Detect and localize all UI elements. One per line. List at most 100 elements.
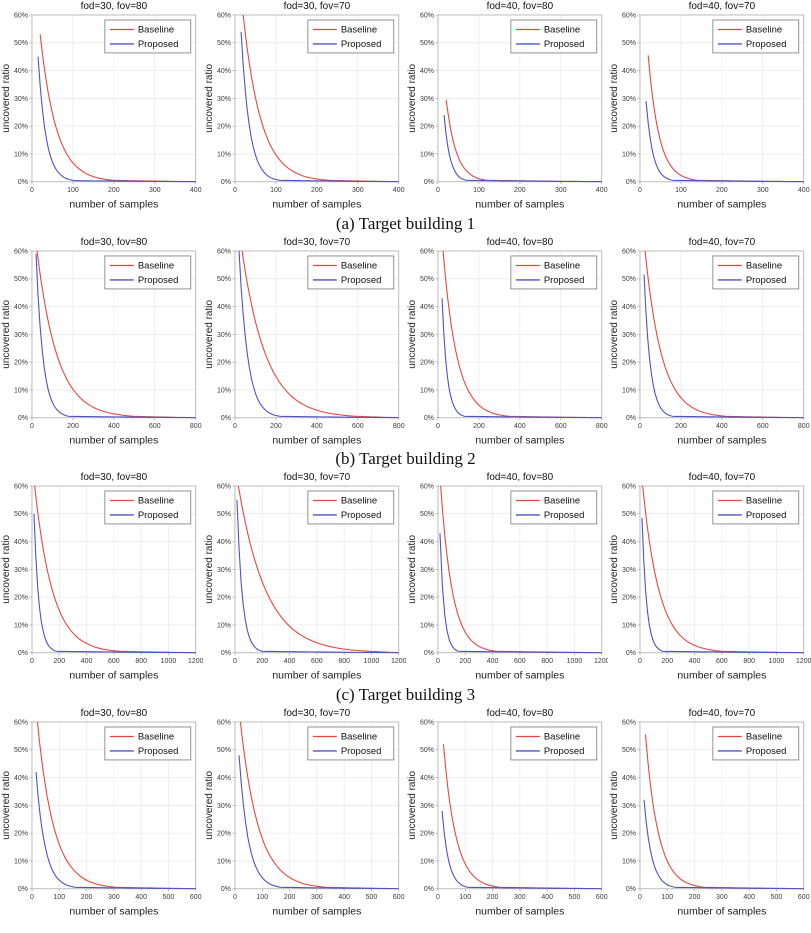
legend-label-proposed: Proposed bbox=[341, 275, 382, 286]
x-tick-label: 400 bbox=[81, 658, 93, 665]
x-tick-label: 0 bbox=[30, 658, 34, 665]
x-tick-label: 400 bbox=[541, 894, 553, 901]
y-tick-label: 40% bbox=[419, 775, 433, 782]
y-tick-label: 0% bbox=[221, 886, 231, 893]
y-tick-label: 40% bbox=[217, 539, 231, 546]
series-line-proposed bbox=[35, 253, 196, 419]
y-tick-label: 40% bbox=[217, 775, 231, 782]
y-axis-label: uncovered ratio bbox=[609, 299, 620, 368]
y-tick-label: 0% bbox=[221, 179, 231, 186]
legend-label-baseline: Baseline bbox=[341, 496, 377, 507]
y-tick-label: 30% bbox=[419, 96, 433, 103]
chart-title: fod=30, fov=80 bbox=[81, 237, 148, 248]
chart-panel: 0 200 400 600 800 0% 10% 20% 30% 40% 50% 60% fod=30,… bbox=[203, 236, 406, 448]
y-tick-label: 50% bbox=[419, 276, 433, 283]
legend-label-proposed: Proposed bbox=[543, 39, 584, 50]
x-tick-label: 200 bbox=[716, 187, 728, 194]
x-tick-label: 800 bbox=[190, 422, 202, 429]
legend: Baseline Proposed bbox=[104, 726, 192, 761]
legend-label-baseline: Baseline bbox=[138, 25, 174, 36]
y-tick-label: 30% bbox=[217, 803, 231, 810]
y-tick-label: 40% bbox=[217, 68, 231, 75]
chart-row-3: 0 200 400 600 800 1000 1200 0% 10% 20% 30% 40% 50% 60… bbox=[0, 471, 811, 683]
series-line-proposed bbox=[441, 811, 602, 890]
x-tick-label: 400 bbox=[135, 894, 147, 901]
x-tick-label: 200 bbox=[473, 422, 485, 429]
y-tick-label: 50% bbox=[217, 747, 231, 754]
line-chart: 0 200 400 600 800 1000 1200 0% 10% 20% 30% 40% 50% 60… bbox=[204, 472, 406, 682]
y-tick-label: 60% bbox=[419, 484, 433, 491]
line-chart: 0 100 200 300 400 500 600 0% 10% 20% 30% 40% 50% 60% f… bbox=[406, 708, 607, 918]
y-tick-label: 20% bbox=[217, 595, 231, 602]
line-chart: 0 100 200 300 400 0% 10% 20% 30% 40% 50% 60% fod=30,… bbox=[1, 1, 202, 211]
x-axis-label: number of samples bbox=[475, 435, 564, 446]
legend: Baseline Proposed bbox=[509, 726, 597, 761]
x-tick-label: 1200 bbox=[188, 658, 203, 665]
x-tick-label: 0 bbox=[233, 187, 237, 194]
x-tick-label: 600 bbox=[108, 658, 120, 665]
y-tick-label: 50% bbox=[217, 512, 231, 519]
chart-title: fod=30, fov=70 bbox=[283, 237, 350, 248]
x-tick-label: 400 bbox=[798, 187, 810, 194]
y-tick-label: 30% bbox=[622, 96, 636, 103]
chart-row-4: 0 100 200 300 400 500 600 0% 10% 20% 30% 40% 50% 60% f… bbox=[0, 707, 811, 919]
y-tick-label: 20% bbox=[622, 359, 636, 366]
x-tick-label: 300 bbox=[716, 894, 728, 901]
y-tick-label: 50% bbox=[622, 40, 636, 47]
y-tick-label: 20% bbox=[419, 595, 433, 602]
line-chart: 0 200 400 600 800 1000 1200 0% 10% 20% 30% 40% 50% 60… bbox=[406, 472, 608, 682]
x-tick-label: 600 bbox=[393, 894, 405, 901]
line-chart: 0 100 200 300 400 0% 10% 20% 30% 40% 50% 60% fod=40,… bbox=[609, 1, 810, 211]
x-tick-label: 600 bbox=[352, 422, 364, 429]
line-chart: 0 100 200 300 400 500 600 0% 10% 20% 30% 40% 50% 60% f… bbox=[1, 708, 202, 918]
x-axis-label: number of samples bbox=[678, 671, 767, 682]
x-axis-label: number of samples bbox=[272, 200, 361, 211]
y-tick-label: 40% bbox=[217, 304, 231, 311]
y-tick-label: 40% bbox=[14, 539, 28, 546]
x-tick-label: 800 bbox=[798, 422, 810, 429]
legend: Baseline Proposed bbox=[307, 255, 394, 290]
x-tick-label: 300 bbox=[149, 187, 161, 194]
x-tick-label: 500 bbox=[365, 894, 377, 901]
y-tick-label: 10% bbox=[419, 387, 433, 394]
y-tick-label: 30% bbox=[622, 332, 636, 339]
y-tick-label: 20% bbox=[217, 359, 231, 366]
y-tick-label: 10% bbox=[14, 151, 28, 158]
x-tick-label: 0 bbox=[436, 894, 440, 901]
chart-title: fod=40, fov=70 bbox=[689, 708, 756, 719]
chart-title: fod=30, fov=70 bbox=[283, 472, 350, 483]
y-axis-label: uncovered ratio bbox=[609, 64, 620, 133]
series-line-proposed bbox=[645, 101, 805, 183]
x-tick-label: 0 bbox=[30, 422, 34, 429]
series-line-proposed bbox=[37, 56, 196, 183]
line-chart: 0 100 200 300 400 500 600 0% 10% 20% 30% 40% 50% 60% f… bbox=[204, 708, 405, 918]
chart-panel: 0 100 200 300 400 0% 10% 20% 30% 40% 50% 60% fod=30,… bbox=[203, 0, 406, 212]
legend: Baseline Proposed bbox=[104, 491, 192, 525]
x-axis-label: number of samples bbox=[69, 907, 158, 918]
y-axis-label: uncovered ratio bbox=[204, 535, 215, 604]
line-chart: 0 200 400 600 800 1000 1200 0% 10% 20% 30% 40% 50% 60… bbox=[1, 472, 203, 682]
y-tick-label: 10% bbox=[14, 623, 28, 630]
x-tick-label: 600 bbox=[554, 422, 566, 429]
chart-title: fod=30, fov=80 bbox=[81, 1, 148, 12]
x-tick-label: 0 bbox=[233, 658, 237, 665]
chart-row-1: 0 100 200 300 400 0% 10% 20% 30% 40% 50% 60% fod=30,… bbox=[0, 0, 811, 212]
x-tick-label: 200 bbox=[81, 894, 93, 901]
y-tick-label: 30% bbox=[14, 803, 28, 810]
y-tick-label: 60% bbox=[622, 720, 636, 727]
y-axis-label: uncovered ratio bbox=[406, 535, 417, 604]
legend-label-proposed: Proposed bbox=[543, 275, 584, 286]
y-tick-label: 40% bbox=[14, 68, 28, 75]
legend-label-proposed: Proposed bbox=[138, 39, 179, 50]
series-line-proposed bbox=[641, 518, 805, 654]
x-tick-label: 200 bbox=[108, 187, 120, 194]
legend: Baseline Proposed bbox=[712, 726, 800, 761]
y-tick-label: 60% bbox=[14, 12, 28, 19]
legend-label-proposed: Proposed bbox=[341, 511, 382, 522]
x-tick-label: 800 bbox=[541, 658, 553, 665]
y-tick-label: 60% bbox=[217, 248, 231, 255]
y-tick-label: 0% bbox=[626, 886, 636, 893]
legend: Baseline Proposed bbox=[104, 19, 192, 54]
y-tick-label: 40% bbox=[622, 775, 636, 782]
chart-row-2: 0 200 400 600 800 0% 10% 20% 30% 40% 50% 60% fod=30,… bbox=[0, 236, 811, 448]
